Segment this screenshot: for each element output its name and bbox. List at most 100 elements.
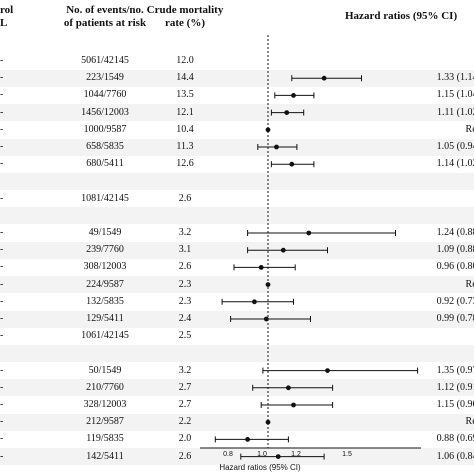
hazard-ratio-cell: 1.14 (1.02, [436, 158, 474, 170]
events-cell: 212/9587 [86, 416, 124, 428]
hazard-ratio-cell: 1.15 (0.96, [436, 399, 474, 410]
events-cell: 210/7760 [86, 381, 124, 393]
hazard-ratio-cell: 1.24 (0.88, [436, 227, 474, 238]
row-marker: - [0, 381, 4, 393]
point-estimate [306, 230, 312, 236]
hazard-ratio-cell: Ref [465, 416, 474, 428]
rate-cell: 2.7 [178, 399, 192, 410]
point-estimate [275, 454, 281, 459]
rate-cell: 2.3 [178, 295, 192, 307]
point-estimate [274, 144, 279, 150]
row-stripe [0, 138, 474, 156]
point-estimate [263, 316, 269, 322]
row-stripe [0, 448, 474, 466]
row-marker: - [0, 450, 4, 462]
rate-cell: 2.0 [178, 433, 192, 445]
point-estimate [325, 368, 330, 373]
row-stripe [0, 413, 474, 431]
rate-cell: 2.6 [178, 450, 192, 462]
events-cell: 119/5835 [86, 433, 124, 445]
x-tick-label-0: 0.8 [223, 451, 233, 458]
hazard-ratio-cell: 1.05 (0.94, [436, 141, 474, 152]
events-cell: 50/1549 [88, 364, 122, 376]
row-marker: - [0, 244, 4, 256]
point-estimate [286, 385, 291, 391]
rate-cell: 2.4 [178, 313, 192, 324]
events-cell: 49/1549 [88, 227, 122, 238]
hazard-ratio-cell: 1.33 (1.14, [436, 72, 474, 84]
column-header-rate: Crude mortality rate (%) [135, 4, 235, 30]
rate-cell: 12.1 [176, 106, 194, 118]
point-estimate [291, 402, 296, 408]
events-cell: 1061/42145 [81, 330, 129, 342]
row-marker: - [0, 433, 4, 445]
rate-cell: 13.5 [176, 89, 194, 101]
column-header-events: No. of events/no. of patients at risk [30, 4, 180, 30]
hazard-ratio-cell: Ref [465, 123, 474, 135]
row-stripe [0, 241, 474, 259]
rate-cell: 3.2 [178, 364, 192, 376]
row-marker: - [0, 278, 4, 290]
point-estimate [265, 282, 271, 287]
events-cell: 328/12003 [83, 399, 127, 410]
rate-cell: 2.6 [178, 192, 192, 204]
point-estimate [252, 299, 257, 305]
events-cell: 132/5835 [86, 295, 124, 307]
rate-cell: 3.1 [178, 244, 192, 256]
column-header-events-line2: of patients at risk [63, 17, 147, 29]
row-marker: - [0, 123, 4, 135]
hazard-ratio-cell: 1.09 (0.88, [436, 244, 474, 256]
hazard-ratio-cell: 1.12 (0.91, [436, 381, 474, 393]
events-cell: 1044/7760 [83, 89, 127, 101]
hazard-ratio-cell: 1.15 (1.04, [436, 89, 474, 101]
rate-cell: 12.6 [176, 158, 194, 170]
rate-cell: 2.5 [178, 330, 192, 342]
row-marker: - [0, 313, 4, 324]
rate-cell: 2.3 [178, 278, 192, 290]
hazard-ratio-cell: 1.06 (0.84, [436, 450, 474, 462]
events-cell: 129/5411 [86, 313, 124, 324]
column-header-events-line1: No. of events/no. [66, 4, 144, 16]
row-stripe [0, 276, 474, 294]
rate-cell: 10.4 [176, 123, 194, 135]
row-marker: - [0, 158, 4, 170]
x-axis-title: Hazard ratios (95% CI) [219, 463, 301, 472]
row-marker: - [0, 106, 4, 118]
hazard-ratio-cell: 0.88 (0.69, [436, 433, 474, 445]
row-stripe [0, 207, 474, 225]
events-cell: 308/12003 [83, 261, 127, 273]
events-cell: 142/5411 [86, 450, 124, 462]
rate-cell: 12.0 [176, 55, 194, 66]
hazard-ratio-cell: 0.96 (0.80, [436, 261, 474, 273]
point-estimate [291, 93, 296, 98]
row-marker: - [0, 364, 4, 376]
point-estimate [321, 75, 327, 81]
rate-cell: 2.6 [178, 261, 192, 273]
row-stripe [0, 104, 474, 122]
row-stripe [0, 69, 474, 87]
x-tick-label-3: 1.5 [342, 451, 352, 458]
events-cell: 5061/42145 [81, 55, 129, 66]
column-header-rate-line2: rate (%) [164, 17, 205, 29]
events-cell: 239/7760 [86, 244, 124, 256]
row-marker: - [0, 295, 4, 307]
point-estimate [284, 110, 290, 115]
hazard-ratio-cell: Ref [465, 278, 474, 290]
row-marker: - [0, 72, 4, 84]
row-marker: - [0, 141, 4, 152]
row-marker: - [0, 55, 4, 66]
x-tick-label-1: 1.0 [257, 451, 267, 458]
column-header-group: rol L [0, 4, 13, 30]
events-cell: 658/5835 [86, 141, 124, 152]
column-header-group-line2: L [0, 17, 8, 29]
hazard-ratio-cell: 0.99 (0.78, [436, 313, 474, 324]
point-estimate [289, 161, 295, 167]
x-tick-label-2: 1.2 [291, 451, 301, 458]
row-marker: - [0, 89, 4, 101]
point-estimate [265, 127, 271, 133]
hazard-ratio-cell: 0.92 (0.73, [436, 295, 474, 307]
events-cell: 223/1549 [86, 72, 124, 84]
column-header-rate-line1: Crude mortality [146, 4, 224, 16]
point-estimate [265, 419, 271, 425]
row-marker: - [0, 227, 4, 238]
